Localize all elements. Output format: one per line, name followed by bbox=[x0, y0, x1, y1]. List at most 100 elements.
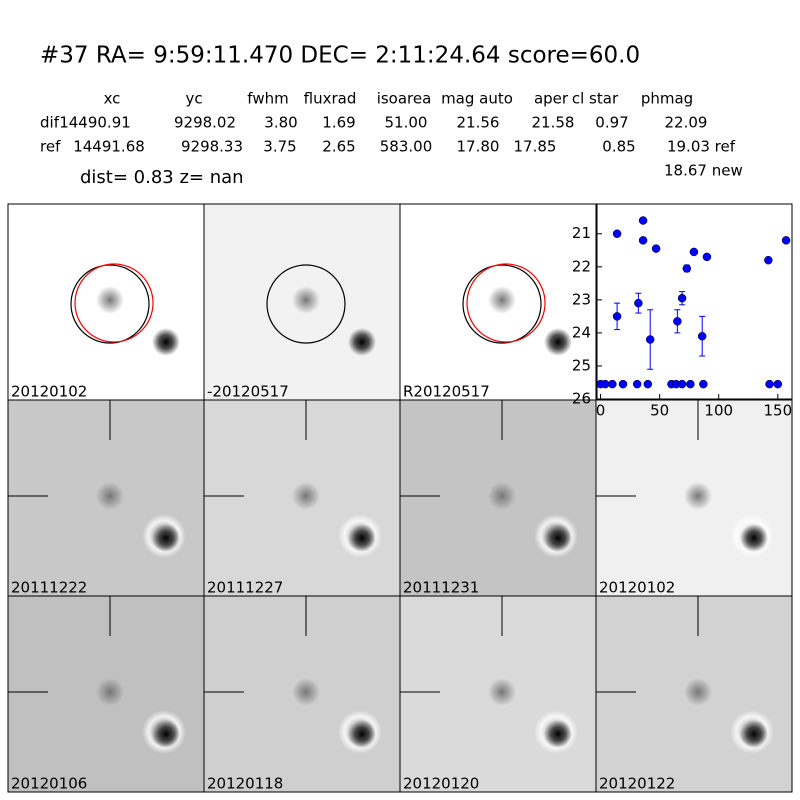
source-bright bbox=[740, 720, 768, 748]
table-cell: 14490.91 bbox=[59, 114, 131, 132]
source-bright bbox=[740, 524, 768, 552]
column-header: isoarea bbox=[377, 90, 432, 108]
source-bright bbox=[348, 328, 376, 356]
aperture-ref bbox=[466, 263, 546, 343]
column-header: phmag bbox=[641, 90, 693, 108]
table-cell: 3.80 bbox=[264, 114, 297, 132]
y-tick-label: 25 bbox=[572, 356, 591, 374]
source-bright bbox=[348, 524, 376, 552]
stamp-label: R20120517 bbox=[403, 383, 490, 401]
point bbox=[601, 379, 610, 389]
table-cell: 19.03 ref bbox=[667, 138, 736, 156]
point bbox=[781, 236, 791, 245]
source-bright bbox=[544, 524, 572, 552]
point bbox=[638, 236, 648, 245]
source-faint bbox=[488, 482, 516, 510]
title: #37 RA= 9:59:11.470 DEC= 2:11:24.64 scor… bbox=[40, 43, 640, 69]
column-header: mag auto bbox=[441, 90, 513, 108]
point bbox=[612, 312, 622, 321]
source-faint bbox=[96, 286, 124, 314]
column-header: cl star bbox=[572, 90, 619, 108]
table-cell: 3.75 bbox=[263, 138, 296, 156]
stamp-label: 20120102 bbox=[599, 579, 675, 597]
x-tick-label: 50 bbox=[650, 402, 669, 420]
source-faint bbox=[488, 286, 516, 314]
table-cell: 51.00 bbox=[385, 114, 428, 132]
table-cell: 17.80 bbox=[457, 138, 500, 156]
table-cell: 9298.33 bbox=[181, 138, 243, 156]
source-faint bbox=[292, 678, 320, 706]
y-tick-label: 22 bbox=[572, 257, 591, 275]
point bbox=[643, 379, 653, 389]
x-tick-label: 100 bbox=[704, 402, 733, 420]
point bbox=[697, 331, 707, 341]
stamp-label: 20120122 bbox=[599, 775, 675, 793]
stamp-label: 20111231 bbox=[403, 579, 479, 597]
source-bright bbox=[152, 524, 180, 552]
source-faint bbox=[96, 678, 124, 706]
source-faint bbox=[96, 482, 124, 510]
y-tick-label: 21 bbox=[572, 224, 591, 242]
stamp-label: 20111227 bbox=[207, 579, 283, 597]
aperture-ref bbox=[74, 263, 154, 343]
column-header: xc bbox=[104, 90, 121, 108]
source-faint bbox=[684, 678, 712, 706]
point bbox=[765, 379, 774, 389]
source-bright bbox=[544, 328, 572, 356]
table-cell: 21.56 bbox=[457, 114, 500, 132]
source-faint bbox=[292, 286, 320, 314]
source-bright bbox=[152, 328, 180, 356]
table-cell: 14491.68 bbox=[73, 138, 145, 156]
table-cell: 0.97 bbox=[595, 114, 628, 132]
point bbox=[608, 379, 617, 389]
table-cell: 9298.02 bbox=[174, 114, 236, 132]
phmag-new: 18.67 new bbox=[664, 162, 743, 180]
point bbox=[645, 335, 655, 344]
stamp-label: 20120118 bbox=[207, 775, 283, 793]
source-faint bbox=[488, 678, 516, 706]
point bbox=[764, 255, 773, 265]
source-faint bbox=[292, 482, 320, 510]
point bbox=[702, 252, 712, 262]
stamp-label: 20120120 bbox=[403, 775, 479, 793]
plot-area bbox=[596, 203, 793, 400]
stamp-label: 20111222 bbox=[11, 579, 87, 597]
table-cell: 1.69 bbox=[322, 114, 355, 132]
point bbox=[612, 229, 622, 238]
point bbox=[638, 216, 648, 225]
point bbox=[686, 379, 695, 389]
point bbox=[634, 298, 643, 308]
table-cell: 0.85 bbox=[602, 138, 635, 156]
table-cell: 22.09 bbox=[665, 114, 708, 132]
source-bright bbox=[348, 720, 376, 748]
y-tick-label: 24 bbox=[572, 323, 591, 341]
table-cell: 17.85 bbox=[514, 138, 557, 156]
stamp-label: 20120102 bbox=[11, 383, 87, 401]
point bbox=[632, 379, 642, 389]
table-cell: 21.58 bbox=[532, 114, 575, 132]
point bbox=[689, 247, 699, 257]
point bbox=[677, 379, 687, 389]
source-bright bbox=[544, 720, 572, 748]
aperture bbox=[266, 264, 346, 344]
summary: dist= 0.83 z= nan bbox=[80, 167, 244, 188]
column-header: fwhm bbox=[247, 90, 288, 108]
column-header: aper bbox=[534, 90, 569, 108]
column-header: yc bbox=[185, 90, 202, 108]
point bbox=[618, 379, 628, 389]
point bbox=[677, 293, 687, 303]
y-tick-label: 26 bbox=[572, 390, 591, 408]
row-label: ref bbox=[40, 138, 61, 156]
aperture bbox=[462, 264, 542, 344]
table-cell: 2.65 bbox=[322, 138, 355, 156]
stamp-label: -20120517 bbox=[207, 383, 289, 401]
point bbox=[651, 244, 661, 253]
x-tick-label: 150 bbox=[763, 402, 792, 420]
row-label: dif bbox=[40, 114, 60, 132]
point bbox=[699, 379, 708, 389]
point bbox=[682, 264, 692, 273]
source-faint bbox=[684, 482, 712, 510]
point bbox=[673, 317, 682, 326]
table-cell: 583.00 bbox=[380, 138, 433, 156]
